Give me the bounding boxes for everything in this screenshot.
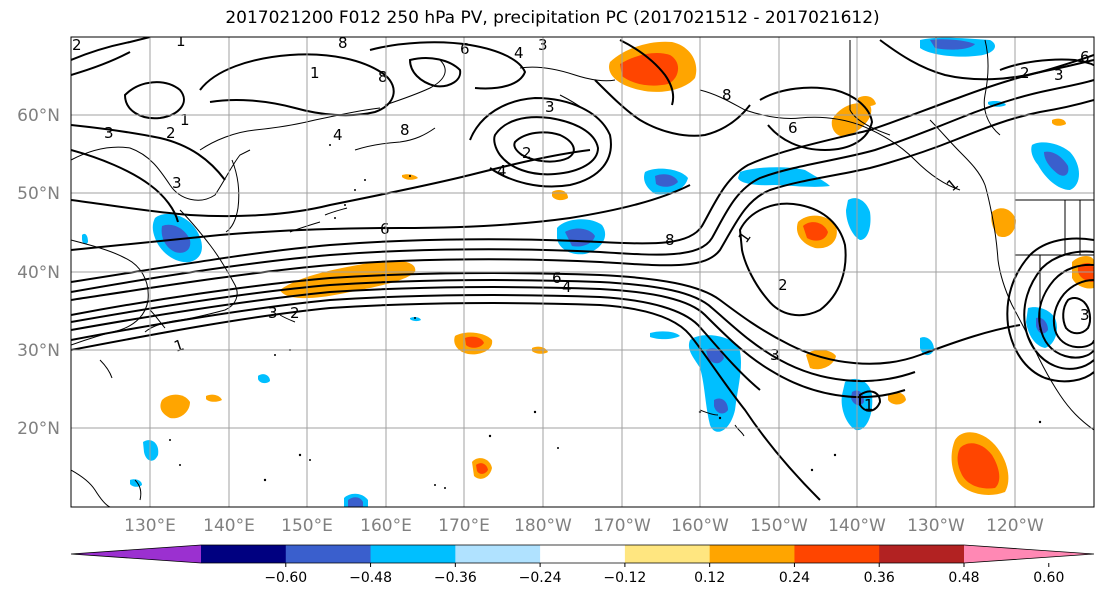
contour-label: 3 xyxy=(545,98,555,116)
colorbar-tick-label: −0.36 xyxy=(434,570,477,586)
map-figure: 1 3 2 6 6 4 3 2 1 3 4 8 1 8 8 6 4 3 3 2 … xyxy=(0,0,1105,601)
contour-label: 3 xyxy=(770,346,780,364)
lat-label: 50°N xyxy=(17,184,60,204)
contour-label: 3 xyxy=(1080,306,1090,324)
lon-label: 150°W xyxy=(750,516,808,536)
colorbar-segment xyxy=(879,545,964,563)
contour-label: 3 xyxy=(104,124,114,142)
contour-label: 1 xyxy=(310,64,320,82)
lon-label: 140°W xyxy=(828,516,886,536)
contour-label: 2 xyxy=(72,36,82,54)
colorbar-segment xyxy=(286,545,371,563)
lon-label: 120°W xyxy=(986,516,1044,536)
contour-label: 8 xyxy=(665,231,675,249)
lon-label: 130°W xyxy=(907,516,965,536)
longitude-labels: 130°E 140°E 150°E 160°E 170°E 180°W 170°… xyxy=(124,516,1044,536)
lat-label: 30°N xyxy=(17,341,60,361)
contour-label: 1 xyxy=(176,32,186,50)
contour-label: 4 xyxy=(562,278,572,296)
lon-label: 130°E xyxy=(124,516,176,536)
contour-label: 8 xyxy=(400,121,410,139)
contour-label: 6 xyxy=(788,119,798,137)
colorbar-segment xyxy=(455,545,540,563)
colorbar-segment xyxy=(710,545,795,563)
colorbar-segment xyxy=(625,545,710,563)
colorbar-segment xyxy=(540,545,625,563)
colorbar-tick-label: 0.60 xyxy=(1033,570,1064,586)
colorbar-segment xyxy=(201,545,286,563)
colorbar-extend-high xyxy=(964,545,1094,563)
lon-label: 170°W xyxy=(593,516,651,536)
lon-label: 140°E xyxy=(203,516,255,536)
lon-label: 160°E xyxy=(360,516,412,536)
colorbar-tick-label: 0.48 xyxy=(948,570,979,586)
lon-label: 160°W xyxy=(671,516,729,536)
colorbar-extend-low xyxy=(71,545,201,563)
colorbar-tick-label: −0.60 xyxy=(264,570,307,586)
colorbar-tick-label: −0.12 xyxy=(603,570,646,586)
colorbar-tick-label: −0.48 xyxy=(349,570,392,586)
contour-label: 8 xyxy=(722,86,732,104)
colorbar-tick-label: −0.24 xyxy=(519,570,562,586)
contour-label: 6 xyxy=(380,220,390,238)
colorbar-tick-label: 0.12 xyxy=(694,570,725,586)
lat-label: 20°N xyxy=(17,419,60,439)
lon-label: 150°E xyxy=(281,516,333,536)
contour-label: 2 xyxy=(1020,64,1030,82)
latitude-labels: 60°N 50°N 40°N 30°N 20°N xyxy=(17,106,60,439)
contour-label: 1 xyxy=(864,396,874,414)
colorbar-tick-label: 0.24 xyxy=(779,570,810,586)
contour-label: 2 xyxy=(290,304,300,322)
contour-label: 4 xyxy=(514,44,524,62)
contour-label: 2 xyxy=(166,124,176,142)
contour-label: 1 xyxy=(180,111,190,129)
lat-label: 40°N xyxy=(17,263,60,283)
contour-label: 3 xyxy=(1054,66,1064,84)
contour-label: 3 xyxy=(268,304,278,322)
lat-label: 60°N xyxy=(17,106,60,126)
lon-label: 170°E xyxy=(438,516,490,536)
lon-label: 180°W xyxy=(514,516,572,536)
contour-label: 4 xyxy=(333,126,343,144)
colorbar-tick-label: 0.36 xyxy=(864,570,895,586)
contour-label: 6 xyxy=(1080,48,1090,66)
colorbar-segment xyxy=(794,545,879,563)
contour-label: 3 xyxy=(172,174,182,192)
contour-label: 6 xyxy=(460,40,470,58)
colorbar: −0.60 −0.48 −0.36 −0.24 −0.12 0.12 0.24 0.36 0.4… xyxy=(71,545,1094,586)
contour-label: 2 xyxy=(522,144,532,162)
colorbar-segment xyxy=(371,545,456,563)
contour-label: 4 xyxy=(497,162,507,180)
